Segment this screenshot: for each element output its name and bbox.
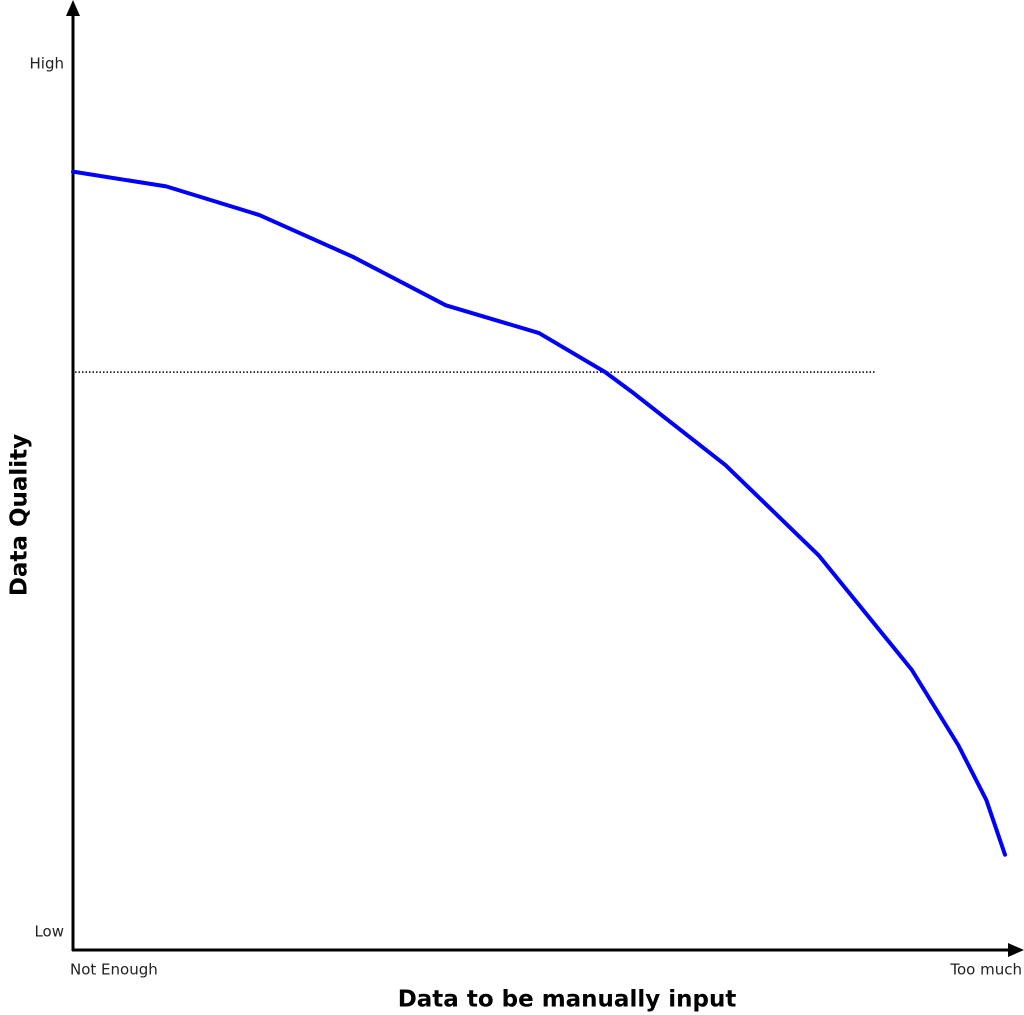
x-tick-label: Too much: [949, 961, 1022, 979]
y-tick-label: Low: [34, 923, 64, 941]
x-tick-label: Not Enough: [70, 961, 158, 979]
y-axis-title: Data Quality: [7, 434, 33, 596]
x-axis-arrow: [1008, 943, 1024, 957]
curve: [71, 169, 1007, 857]
y-axis-arrow: [66, 0, 80, 16]
x-axis-title: Data to be manually input: [398, 987, 737, 1013]
y-tick-label: High: [30, 55, 64, 73]
